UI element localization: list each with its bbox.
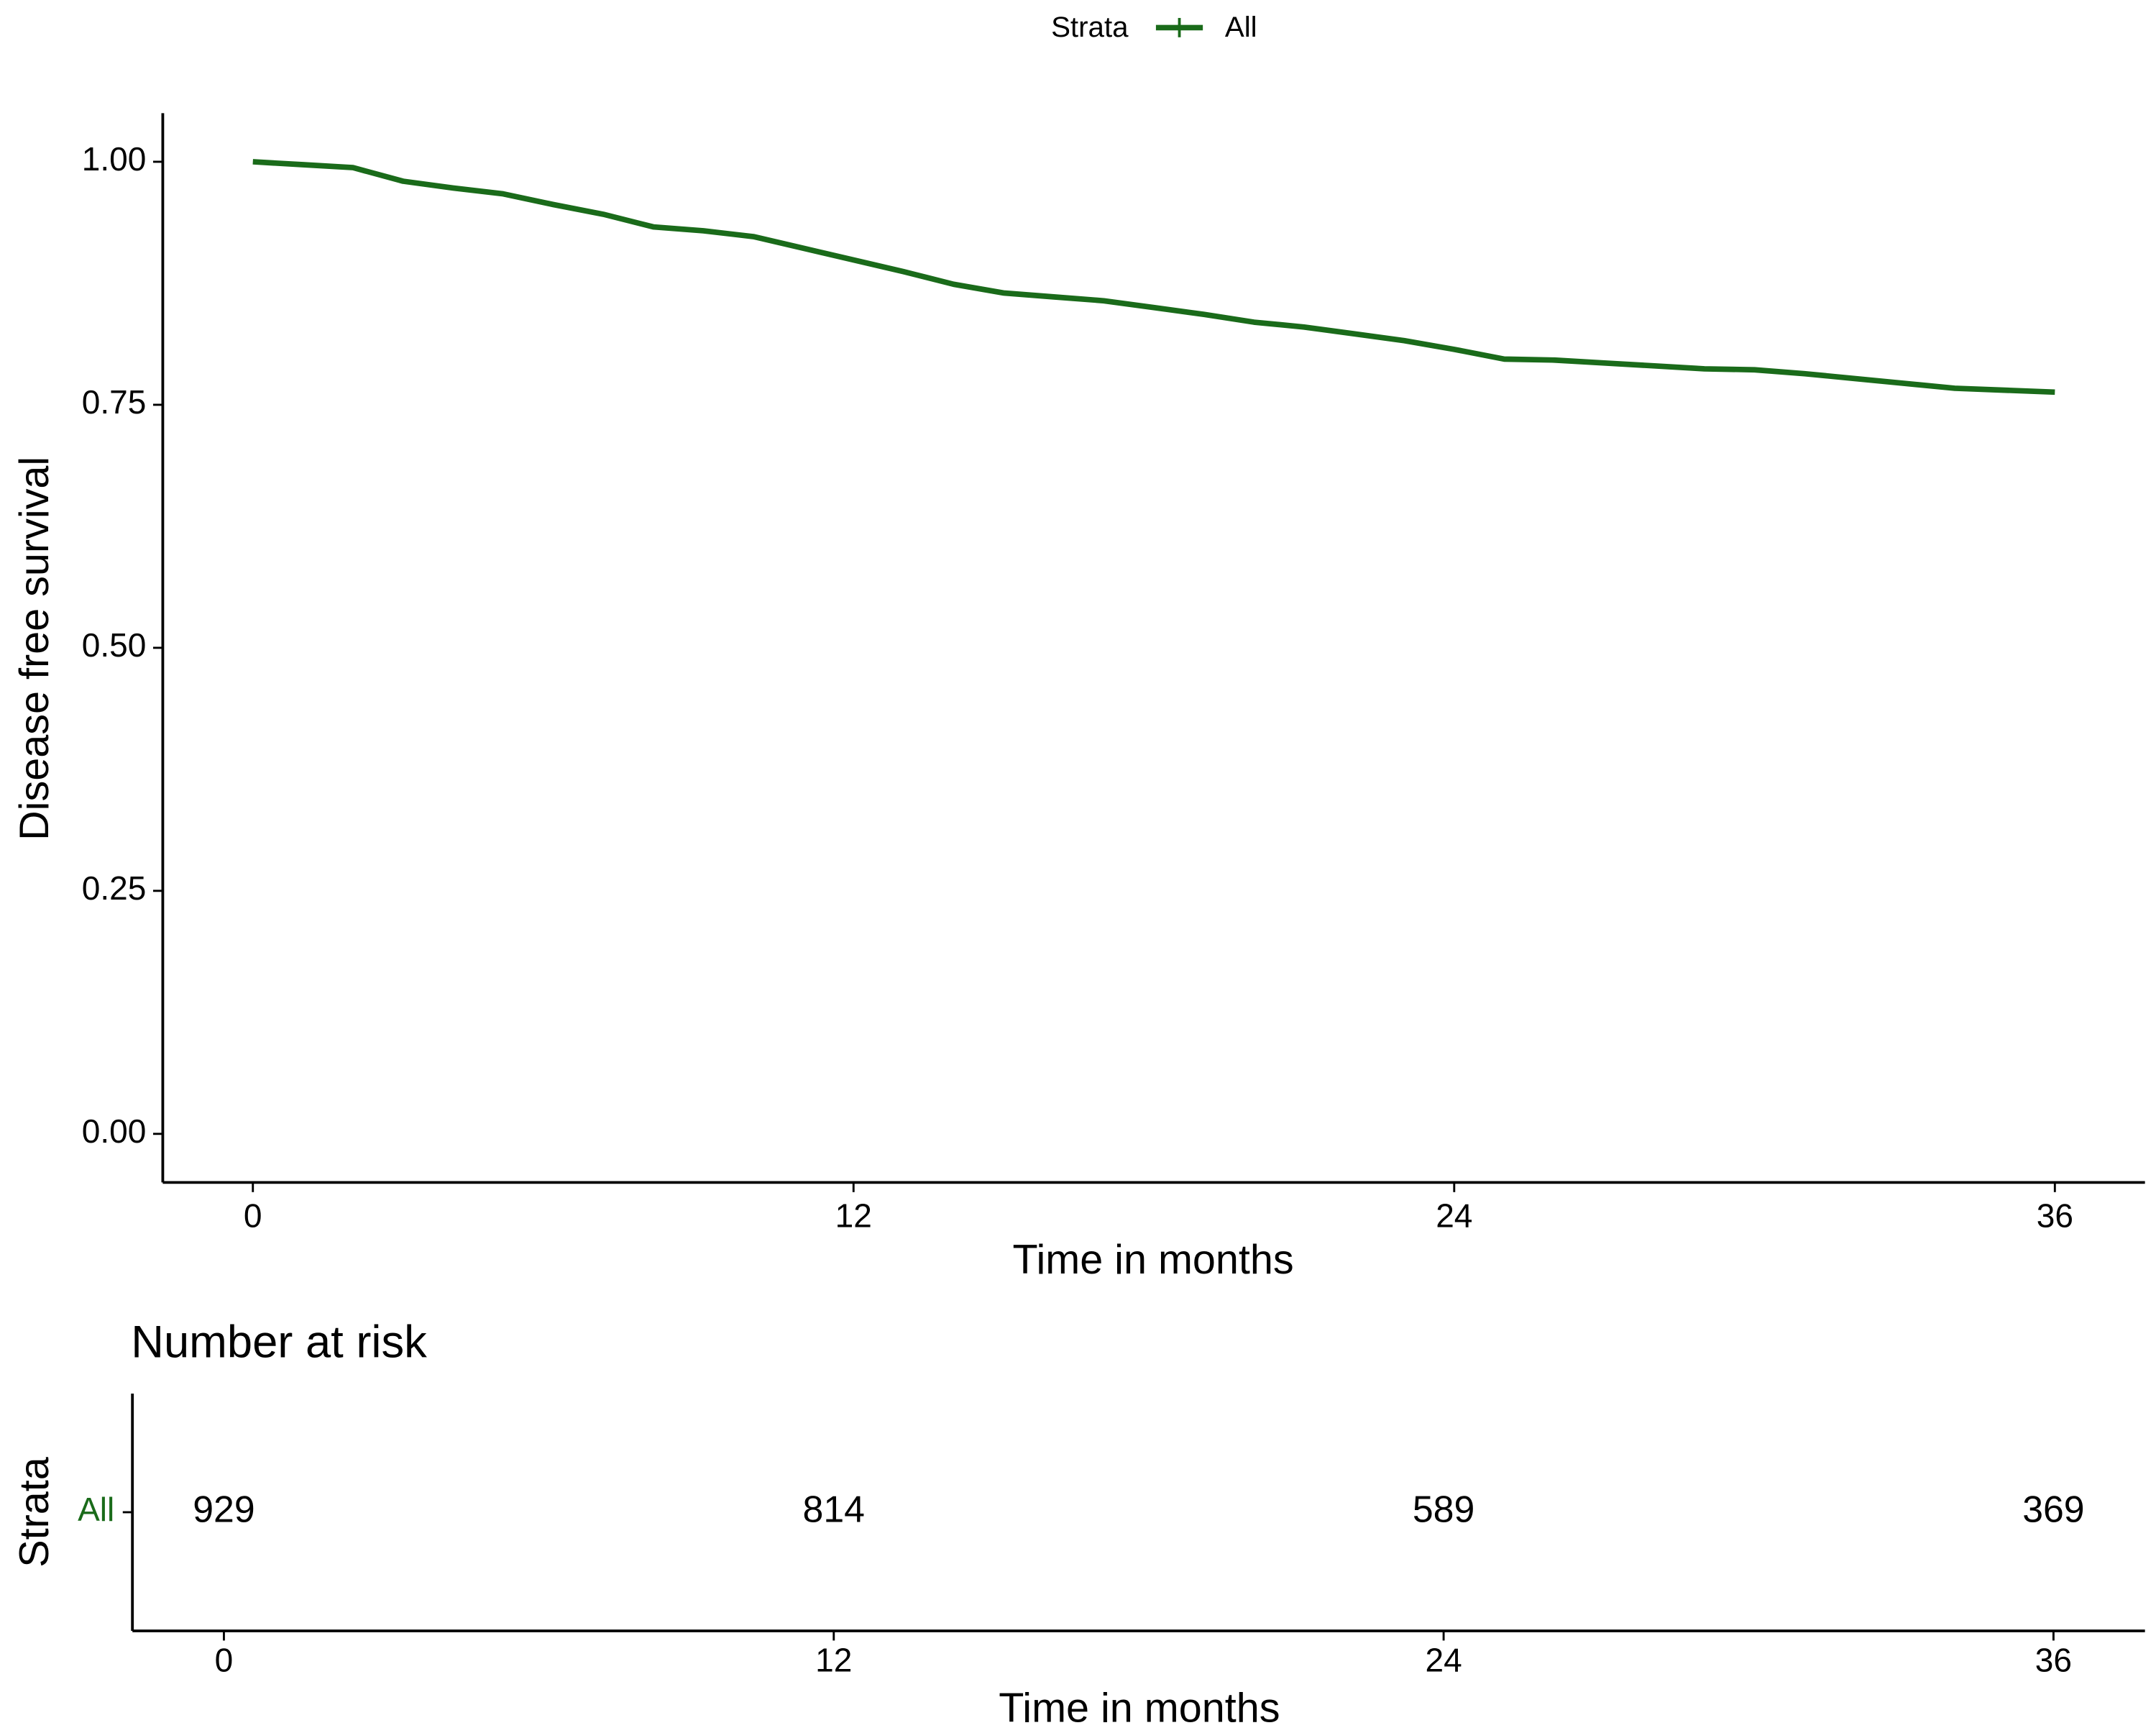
y-tick-label: 0.75 [82,383,147,421]
y-tick-label: 0.50 [82,626,147,664]
x-tick-label: 12 [835,1197,872,1234]
risk-count: 369 [2022,1489,2084,1530]
risk-y-axis-title: Strata [12,1457,58,1568]
x-tick-label: 24 [1436,1197,1472,1234]
legend-title: Strata [1051,11,1129,43]
risk-count: 929 [193,1489,254,1530]
y-tick-label: 0.25 [82,869,147,907]
risk-x-tick-label: 0 [215,1641,234,1678]
risk-x-tick-label: 24 [1425,1641,1462,1678]
risk-x-axis-title: Time in months [999,1685,1280,1731]
y-tick-label: 1.00 [82,140,147,178]
y-axis-title: Disease free survival [12,457,58,841]
legend-label: All [1225,11,1257,43]
survival-line [252,159,2055,395]
risk-count: 589 [1413,1489,1474,1530]
x-axis-title: Time in months [1012,1237,1293,1283]
risk-count: 814 [803,1489,865,1530]
risk-title: Number at risk [131,1317,427,1368]
risk-x-tick-label: 12 [815,1641,852,1678]
x-tick-label: 0 [244,1197,262,1234]
y-tick-label: 0.00 [82,1112,147,1150]
x-tick-label: 36 [2037,1197,2073,1234]
risk-row-label: All [78,1491,114,1528]
risk-x-tick-label: 36 [2035,1641,2072,1678]
